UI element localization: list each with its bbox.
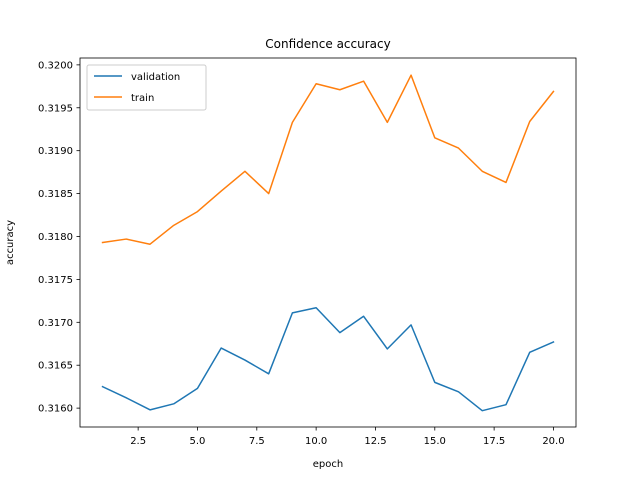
y-axis-label: accuracy: [5, 220, 16, 265]
x-axis-label: epoch: [313, 459, 343, 470]
y-tick-label: 0.3170: [38, 318, 73, 329]
y-tick-label: 0.3200: [38, 60, 73, 71]
legend-label-validation: validation: [131, 72, 180, 83]
y-axis-ticks: 0.3160 0.3165 0.3170 0.3175 0.3180 0.3185 0.31…: [38, 60, 80, 415]
legend-label-train: train: [131, 93, 154, 104]
legend: validation train: [86, 64, 207, 111]
series-line-validation: [101, 306, 555, 412]
x-tick-label: 20.0: [542, 436, 564, 447]
series-line-train: [101, 74, 555, 245]
x-tick-label: 15.0: [424, 436, 446, 447]
y-tick-label: 0.3160: [38, 404, 73, 415]
x-axis-ticks: 2.5 5.0 7.5 10.0 12.5 15.0 17.5 20.0: [130, 427, 565, 447]
series-layer: [101, 74, 555, 412]
x-tick-label: 5.0: [190, 436, 206, 447]
x-tick-label: 7.5: [249, 436, 265, 447]
x-tick-label: 17.5: [483, 436, 505, 447]
x-tick-label: 10.0: [305, 436, 327, 447]
y-tick-label: 0.3185: [38, 189, 73, 200]
chart-title: Confidence accuracy: [265, 37, 390, 51]
y-tick-label: 0.3165: [38, 361, 73, 372]
x-tick-label: 2.5: [130, 436, 146, 447]
plot-area-frame: [79, 57, 577, 428]
y-tick-label: 0.3195: [38, 103, 73, 114]
y-tick-label: 0.3190: [38, 146, 73, 157]
y-tick-label: 0.3180: [38, 232, 73, 243]
x-tick-label: 12.5: [364, 436, 386, 447]
y-tick-label: 0.3175: [38, 275, 73, 286]
